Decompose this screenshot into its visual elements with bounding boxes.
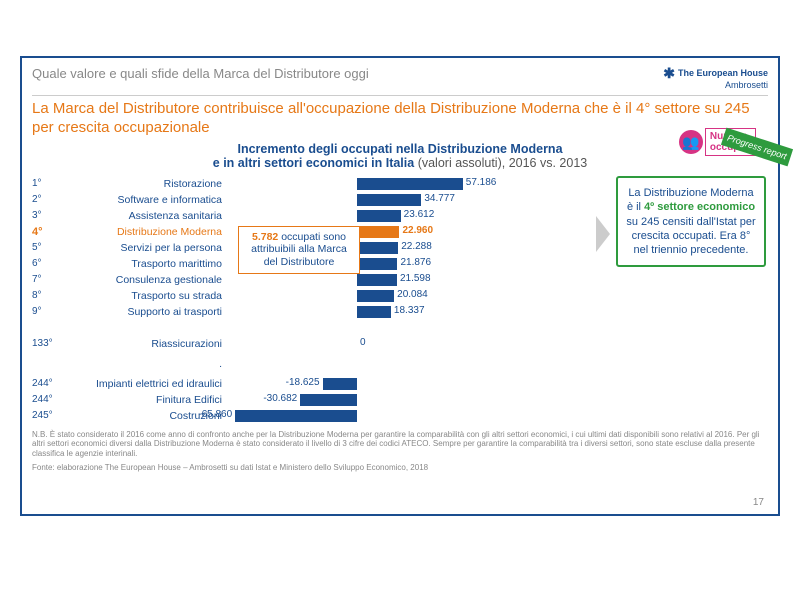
bar	[357, 210, 401, 222]
source: Fonte: elaborazione The European House –…	[32, 463, 768, 473]
arrow-right-icon	[596, 216, 610, 252]
annotation-box: 5.782 occupati sono attribuibili alla Ma…	[238, 226, 360, 274]
sector-label: Servizi per la persona	[64, 240, 222, 256]
rank-label: 133°	[32, 336, 60, 352]
bar-value: 22.288	[401, 241, 432, 252]
rank-label	[32, 320, 60, 336]
logo-bottom-text: Ambrosetti	[663, 81, 768, 91]
sector-label: Software e informatica	[64, 192, 222, 208]
chart-subtitle-bold: e in altri settori economici in Italia	[213, 156, 414, 170]
annotation-strong: 5.782	[252, 231, 278, 243]
bar-value: 34.777	[424, 193, 455, 204]
page-number: 17	[753, 497, 764, 508]
sector-label: Ristorazione	[64, 176, 222, 192]
bar	[357, 242, 398, 254]
slide-frame: Quale valore e quali sfide della Marca d…	[20, 56, 780, 516]
rank-label: 7°	[32, 272, 60, 288]
bar	[300, 394, 357, 406]
logo-icon: ✱	[663, 66, 675, 81]
footnote: N.B. È stato considerato il 2016 come an…	[32, 430, 768, 459]
rank-label: 245°	[32, 408, 60, 424]
bar-row: 21.598	[227, 272, 487, 288]
logo-top-text: The European House	[678, 69, 768, 79]
bar-value: 23.612	[404, 209, 435, 220]
bar-value: 18.337	[394, 305, 425, 316]
rank-label: 1°	[32, 176, 60, 192]
bar-row: -18.625	[227, 376, 487, 392]
header-title: Quale valore e quali sfide della Marca d…	[32, 66, 369, 81]
logo: ✱The European House Ambrosetti	[663, 66, 768, 91]
rank-label	[32, 352, 60, 376]
bar	[357, 194, 421, 206]
bar	[357, 258, 397, 270]
bar	[357, 226, 399, 238]
people-icon: 👥	[679, 130, 703, 154]
bar-row: -30.682	[227, 392, 487, 408]
sector-label: Finitura Edifici	[64, 392, 222, 408]
label-column: RistorazioneSoftware e informaticaAssist…	[64, 176, 222, 424]
bar-value: -30.682	[263, 393, 297, 404]
bar-value: 20.084	[397, 289, 428, 300]
bars-region: 57.18634.777 23.612 22.960 22.288 21.876 21.5…	[227, 176, 487, 426]
rank-label: 6°	[32, 256, 60, 272]
bar-row: 57.186	[227, 176, 487, 192]
rank-label: 9°	[32, 304, 60, 320]
bar	[357, 178, 463, 190]
bar	[357, 306, 391, 318]
sector-label: Consulenza gestionale	[64, 272, 222, 288]
sector-label: Impianti elettrici ed idraulici	[64, 376, 222, 392]
rank-label: 8°	[32, 288, 60, 304]
sector-label	[64, 320, 222, 336]
chart-title: Incremento degli occupati nella Distribu…	[32, 142, 768, 156]
bar-row: 23.612	[227, 208, 487, 224]
bar-row	[227, 320, 487, 336]
main-title: La Marca del Distributore contribuisce a…	[32, 100, 768, 138]
rank-label: 4°	[32, 224, 60, 240]
bar-row: 20.084	[227, 288, 487, 304]
header-row: Quale valore e quali sfide della Marca d…	[32, 66, 768, 96]
bar	[235, 410, 357, 422]
rank-label: 5°	[32, 240, 60, 256]
sidebox-green: 4º settore economico	[644, 201, 755, 213]
chart-subtitle: e in altri settori economici in Italia (…	[32, 156, 768, 170]
bar	[357, 274, 397, 286]
chart-subtitle-norm: (valori assoluti), 2016 vs. 2013	[414, 156, 587, 170]
sector-label: .	[64, 352, 222, 376]
side-box: La Distribuzione Moderna è il 4º settore…	[616, 176, 766, 267]
sector-label: Trasporto su strada	[64, 288, 222, 304]
bar-value: 21.598	[400, 273, 431, 284]
rank-column: 1°2°3°4°5°6°7°8°9°133°244°244°245°	[32, 176, 60, 424]
sector-label: Riassicurazioni	[64, 336, 222, 352]
bar-row	[227, 352, 487, 376]
bar-value: 57.186	[466, 177, 497, 188]
rank-label: 3°	[32, 208, 60, 224]
rank-label: 2°	[32, 192, 60, 208]
sector-label: Assistenza sanitaria	[64, 208, 222, 224]
bar-value: 22.960	[402, 225, 433, 236]
bar-row: 18.337	[227, 304, 487, 320]
sector-label: Supporto ai trasporti	[64, 304, 222, 320]
sidebox-l2: su 245 censiti dall'Istat per crescita o…	[626, 216, 755, 257]
rank-label: 244°	[32, 376, 60, 392]
bar-row: 34.777	[227, 192, 487, 208]
bar-row: 0	[227, 336, 487, 352]
bar-value: 21.876	[400, 257, 431, 268]
sector-label: Trasporto marittimo	[64, 256, 222, 272]
bar	[357, 290, 394, 302]
sector-label: Distribuzione Moderna	[64, 224, 222, 240]
bar-value: -18.625	[286, 377, 320, 388]
bar-row: -65.860	[227, 408, 487, 424]
bar	[323, 378, 357, 390]
bar-value: -65.860	[198, 409, 232, 420]
rank-label: 244°	[32, 392, 60, 408]
bar-value: 0	[360, 337, 366, 348]
